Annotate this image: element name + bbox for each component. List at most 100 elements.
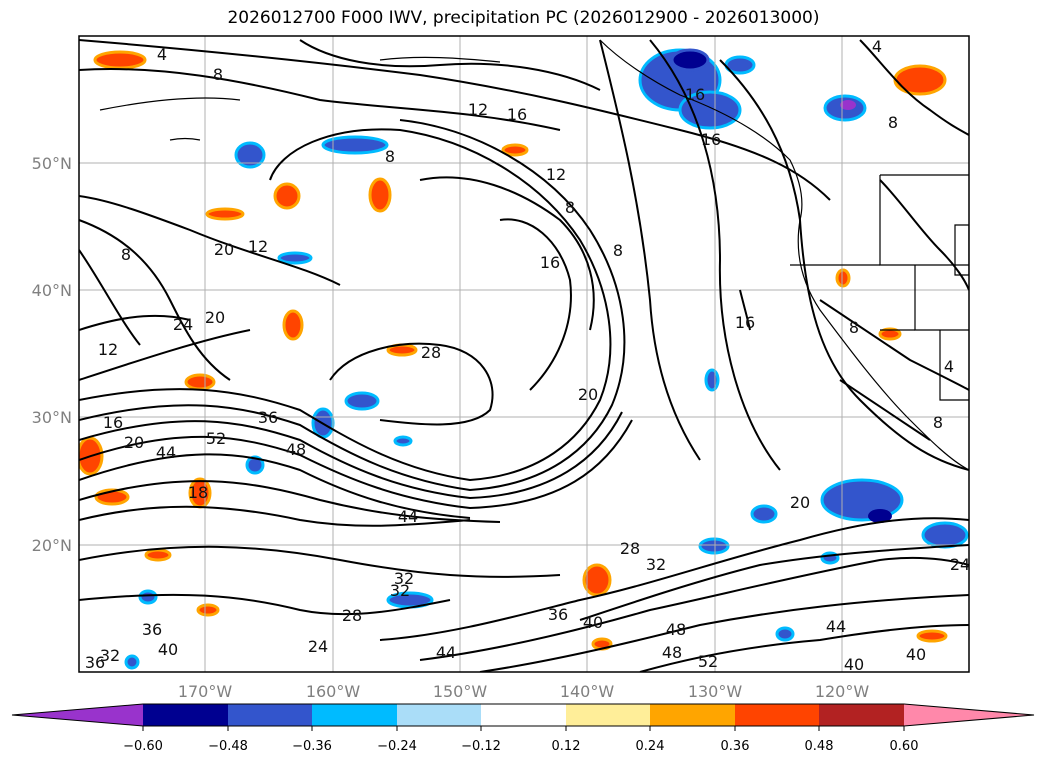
precip-blob	[282, 309, 304, 341]
contour-label: 24	[173, 315, 193, 334]
colorbar-tick-label: 0.12	[552, 739, 581, 754]
colorbar-segment	[481, 704, 566, 726]
contour-label: 48	[286, 440, 306, 459]
contour-label: 12	[468, 100, 488, 119]
precip-blob	[234, 141, 266, 169]
precip-blob	[840, 100, 856, 110]
contour-label: 28	[620, 539, 640, 558]
precip-blob	[501, 143, 529, 157]
contour-label: 16	[685, 85, 705, 104]
precip-blob	[775, 626, 795, 642]
contour-label: 8	[213, 65, 223, 84]
precip-blob	[921, 521, 969, 549]
colorbar: −0.60 −0.48 −0.36 −0.24 −0.12 0.12 0.24 …	[11, 703, 1035, 754]
contour-label: 12	[248, 237, 268, 256]
precip-positive-blobs	[79, 50, 948, 651]
contour-label: 16	[103, 413, 123, 432]
colorbar-tick-label: −0.12	[461, 739, 501, 754]
lat-label: 50°N	[32, 154, 72, 173]
colorbar-segment	[228, 704, 312, 726]
precip-blob	[704, 368, 720, 392]
colorbar-segment	[566, 704, 650, 726]
colorbar-segment	[650, 704, 735, 726]
colorbar-tick-label: −0.24	[377, 739, 417, 754]
colorbar-segment	[312, 704, 397, 726]
contour-label: 48	[666, 620, 686, 639]
lon-label: 150°W	[433, 682, 488, 701]
contour-label: 20	[790, 493, 810, 512]
contour-label: 8	[613, 241, 623, 260]
contour-label: 28	[342, 606, 362, 625]
contour-label: 24	[950, 555, 970, 574]
contour-label: 8	[385, 147, 395, 166]
colorbar-segment	[397, 704, 481, 726]
lon-label: 120°W	[815, 682, 870, 701]
colorbar-tick-label: 0.48	[805, 739, 834, 754]
colorbar-tick-label: 0.60	[890, 739, 919, 754]
contour-label: 52	[206, 429, 226, 448]
latitude-labels: 50°N 40°N 30°N 20°N	[32, 154, 72, 555]
colorbar-segment	[735, 704, 819, 726]
contour-label: 4	[157, 45, 167, 64]
contour-label: 28	[421, 343, 441, 362]
contour-label: 20	[205, 308, 225, 327]
contour-label: 8	[933, 413, 943, 432]
contour-label: 32	[100, 646, 120, 665]
contour-label: 36	[85, 653, 105, 672]
precip-blob	[344, 391, 380, 411]
precip-blob	[835, 268, 851, 288]
precip-blob	[93, 50, 147, 70]
contour-label: 36	[142, 620, 162, 639]
contour-label: 12	[98, 340, 118, 359]
precip-blob	[893, 64, 947, 96]
colorbar-segment	[143, 704, 228, 726]
colorbar-tick-label: 0.24	[636, 739, 665, 754]
precip-blob	[196, 603, 220, 617]
colorbar-segment	[819, 704, 904, 726]
map-frame	[78, 35, 970, 673]
contour-label: 44	[436, 643, 456, 662]
contour-label: 44	[156, 443, 176, 462]
contour-label: 24	[308, 637, 328, 656]
colorbar-over-arrow	[904, 704, 1034, 726]
contour-label: 40	[906, 645, 926, 664]
colorbar-tick-label: 0.36	[721, 739, 750, 754]
contour-label: 20	[214, 240, 234, 259]
precip-blob	[582, 563, 612, 597]
iwv-contours	[79, 39, 969, 672]
lon-label: 130°W	[688, 682, 743, 701]
precip-blob	[916, 629, 948, 643]
map-title: 2026012700 F000 IWV, precipitation PC (2…	[227, 8, 820, 28]
colorbar-tick-label: −0.48	[208, 739, 248, 754]
precip-blob	[670, 48, 710, 72]
contour-label: 32	[394, 569, 414, 588]
contour-label: 8	[849, 318, 859, 337]
precip-blob	[868, 509, 892, 523]
precip-blob	[277, 251, 313, 265]
contour-label: 16	[540, 253, 560, 272]
colorbar-tick-labels: −0.60 −0.48 −0.36 −0.24 −0.12 0.12 0.24 …	[123, 739, 918, 754]
contour-label: 4	[872, 37, 882, 56]
contour-label: 20	[578, 385, 598, 404]
graticule	[79, 36, 969, 672]
contour-label: 8	[121, 245, 131, 264]
precip-blob	[273, 182, 301, 210]
contour-label: 4	[944, 357, 954, 376]
precip-blob	[393, 435, 413, 447]
contour-label: 8	[888, 113, 898, 132]
contour-label: 36	[548, 605, 568, 624]
colorbar-ticks	[142, 726, 905, 731]
precip-blob	[878, 327, 902, 341]
precip-blob	[245, 455, 265, 475]
precip-blob	[144, 548, 172, 562]
contour-label: 44	[826, 617, 846, 636]
colorbar-tick-label: −0.60	[123, 739, 163, 754]
contour-label: 32	[646, 555, 666, 574]
precip-blob	[184, 373, 216, 391]
contour-label: 16	[507, 105, 527, 124]
contour-label: 52	[698, 652, 718, 671]
contour-label: 40	[844, 655, 864, 674]
longitude-labels: 170°W 160°W 150°W 140°W 130°W 120°W	[178, 682, 870, 701]
lon-label: 160°W	[306, 682, 361, 701]
